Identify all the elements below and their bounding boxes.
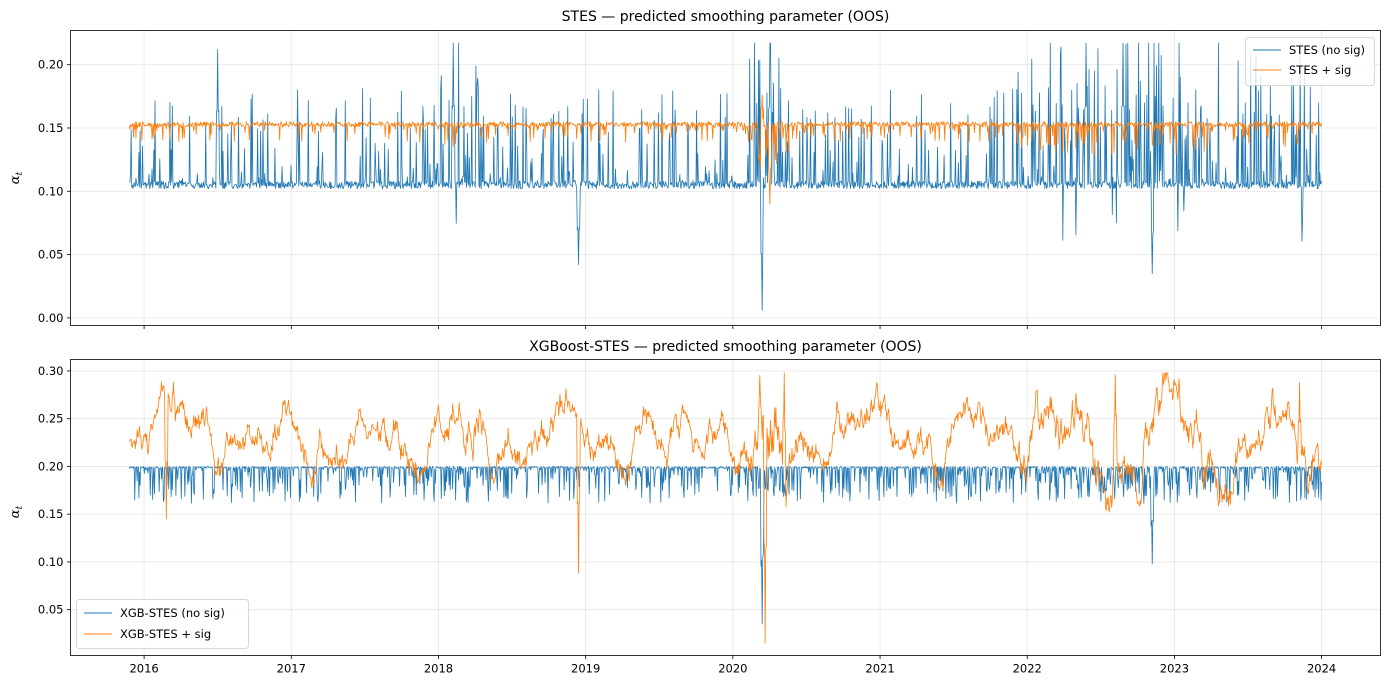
xgb-stes-y-tick-label: 0.05 — [38, 603, 64, 617]
stes-series-lines — [128, 42, 1323, 311]
stes-series-stes-sig — [128, 94, 1323, 205]
stes-panel-title: STES — predicted smoothing parameter (OO… — [562, 9, 890, 25]
xgb-stes-gridlines — [70, 359, 1381, 656]
stes-series-stes-no-sig — [129, 42, 1323, 311]
xgb-stes-x-tick-label: 2018 — [424, 662, 453, 676]
stes-y-tick-label: 0.20 — [38, 58, 64, 72]
stes-y-tick-label: 0.05 — [38, 248, 64, 262]
stes-y-tick-label: 0.00 — [38, 311, 64, 325]
xgb-stes-y-axis-label: αt — [8, 505, 25, 518]
xgb-stes-panel-title: XGBoost-STES — predicted smoothing param… — [529, 339, 922, 355]
xgb-stes-x-ticks: 2016 2017 2018 2019 2020 2021 2022 2023 2024 — [129, 655, 1336, 676]
xgb-stes-axes-frame — [70, 359, 1381, 656]
xgb-stes-y-tick-label: 0.20 — [38, 459, 64, 473]
xgb-stes-x-tick-label: 2021 — [865, 662, 894, 676]
xgb-stes-series-lines — [129, 372, 1323, 644]
xgb-stes-y-tick-label: 0.30 — [38, 364, 64, 378]
xgb-stes-series-xgb-stes-no-sig — [129, 466, 1323, 625]
xgb-stes-y-tick-label: 0.10 — [38, 555, 64, 569]
xgb-stes-series-xgb-stes-sig — [129, 372, 1323, 644]
legend-item-xgb-stes-sig: XGB-STES + sig — [84, 627, 211, 641]
stes-panel: STES — predicted smoothing parameter (OO… — [8, 9, 1381, 329]
stes-y-tick-label: 0.15 — [38, 121, 64, 135]
xgb-stes-panel: XGBoost-STES — predicted smoothing param… — [8, 339, 1381, 676]
legend-label-stes-sig: STES + sig — [1289, 63, 1351, 77]
legend-label-xgb-stes-no-sig: XGB-STES (no sig) — [120, 606, 225, 620]
stes-y-tick-label: 0.10 — [38, 184, 64, 198]
legend-item-stes-sig: STES + sig — [1253, 63, 1351, 77]
xgb-stes-y-tick-label: 0.15 — [38, 507, 64, 521]
xgb-stes-x-tick-label: 2017 — [277, 662, 306, 676]
stes-legend: STES (no sig) STES + sig — [1245, 37, 1375, 86]
xgb-stes-x-tick-label: 2022 — [1013, 662, 1042, 676]
legend-label-stes-no-sig: STES (no sig) — [1289, 43, 1365, 57]
legend-label-xgb-stes-sig: XGB-STES + sig — [120, 627, 211, 641]
xgb-stes-x-tick-label: 2016 — [129, 662, 158, 676]
xgb-stes-x-tick-label: 2024 — [1307, 662, 1336, 676]
stes-x-ticks — [143, 325, 1323, 329]
xgb-stes-x-tick-label: 2020 — [718, 662, 747, 676]
xgb-stes-y-tick-label: 0.25 — [38, 412, 64, 426]
legend-item-stes-no-sig: STES (no sig) — [1253, 43, 1365, 57]
xgb-stes-x-tick-label: 2023 — [1160, 662, 1189, 676]
stes-axes-frame — [70, 30, 1381, 326]
stes-y-ticks: 0.00 0.05 0.10 0.15 0.20 — [38, 58, 71, 325]
legend-item-xgb-stes-no-sig: XGB-STES (no sig) — [84, 606, 225, 620]
xgb-stes-y-ticks: 0.05 0.10 0.15 0.20 0.25 0.30 — [38, 364, 71, 617]
xgb-stes-legend: XGB-STES (no sig) XGB-STES + sig — [76, 599, 249, 649]
stes-y-axis-label: αt — [8, 171, 25, 184]
xgb-stes-x-tick-label: 2019 — [571, 662, 600, 676]
